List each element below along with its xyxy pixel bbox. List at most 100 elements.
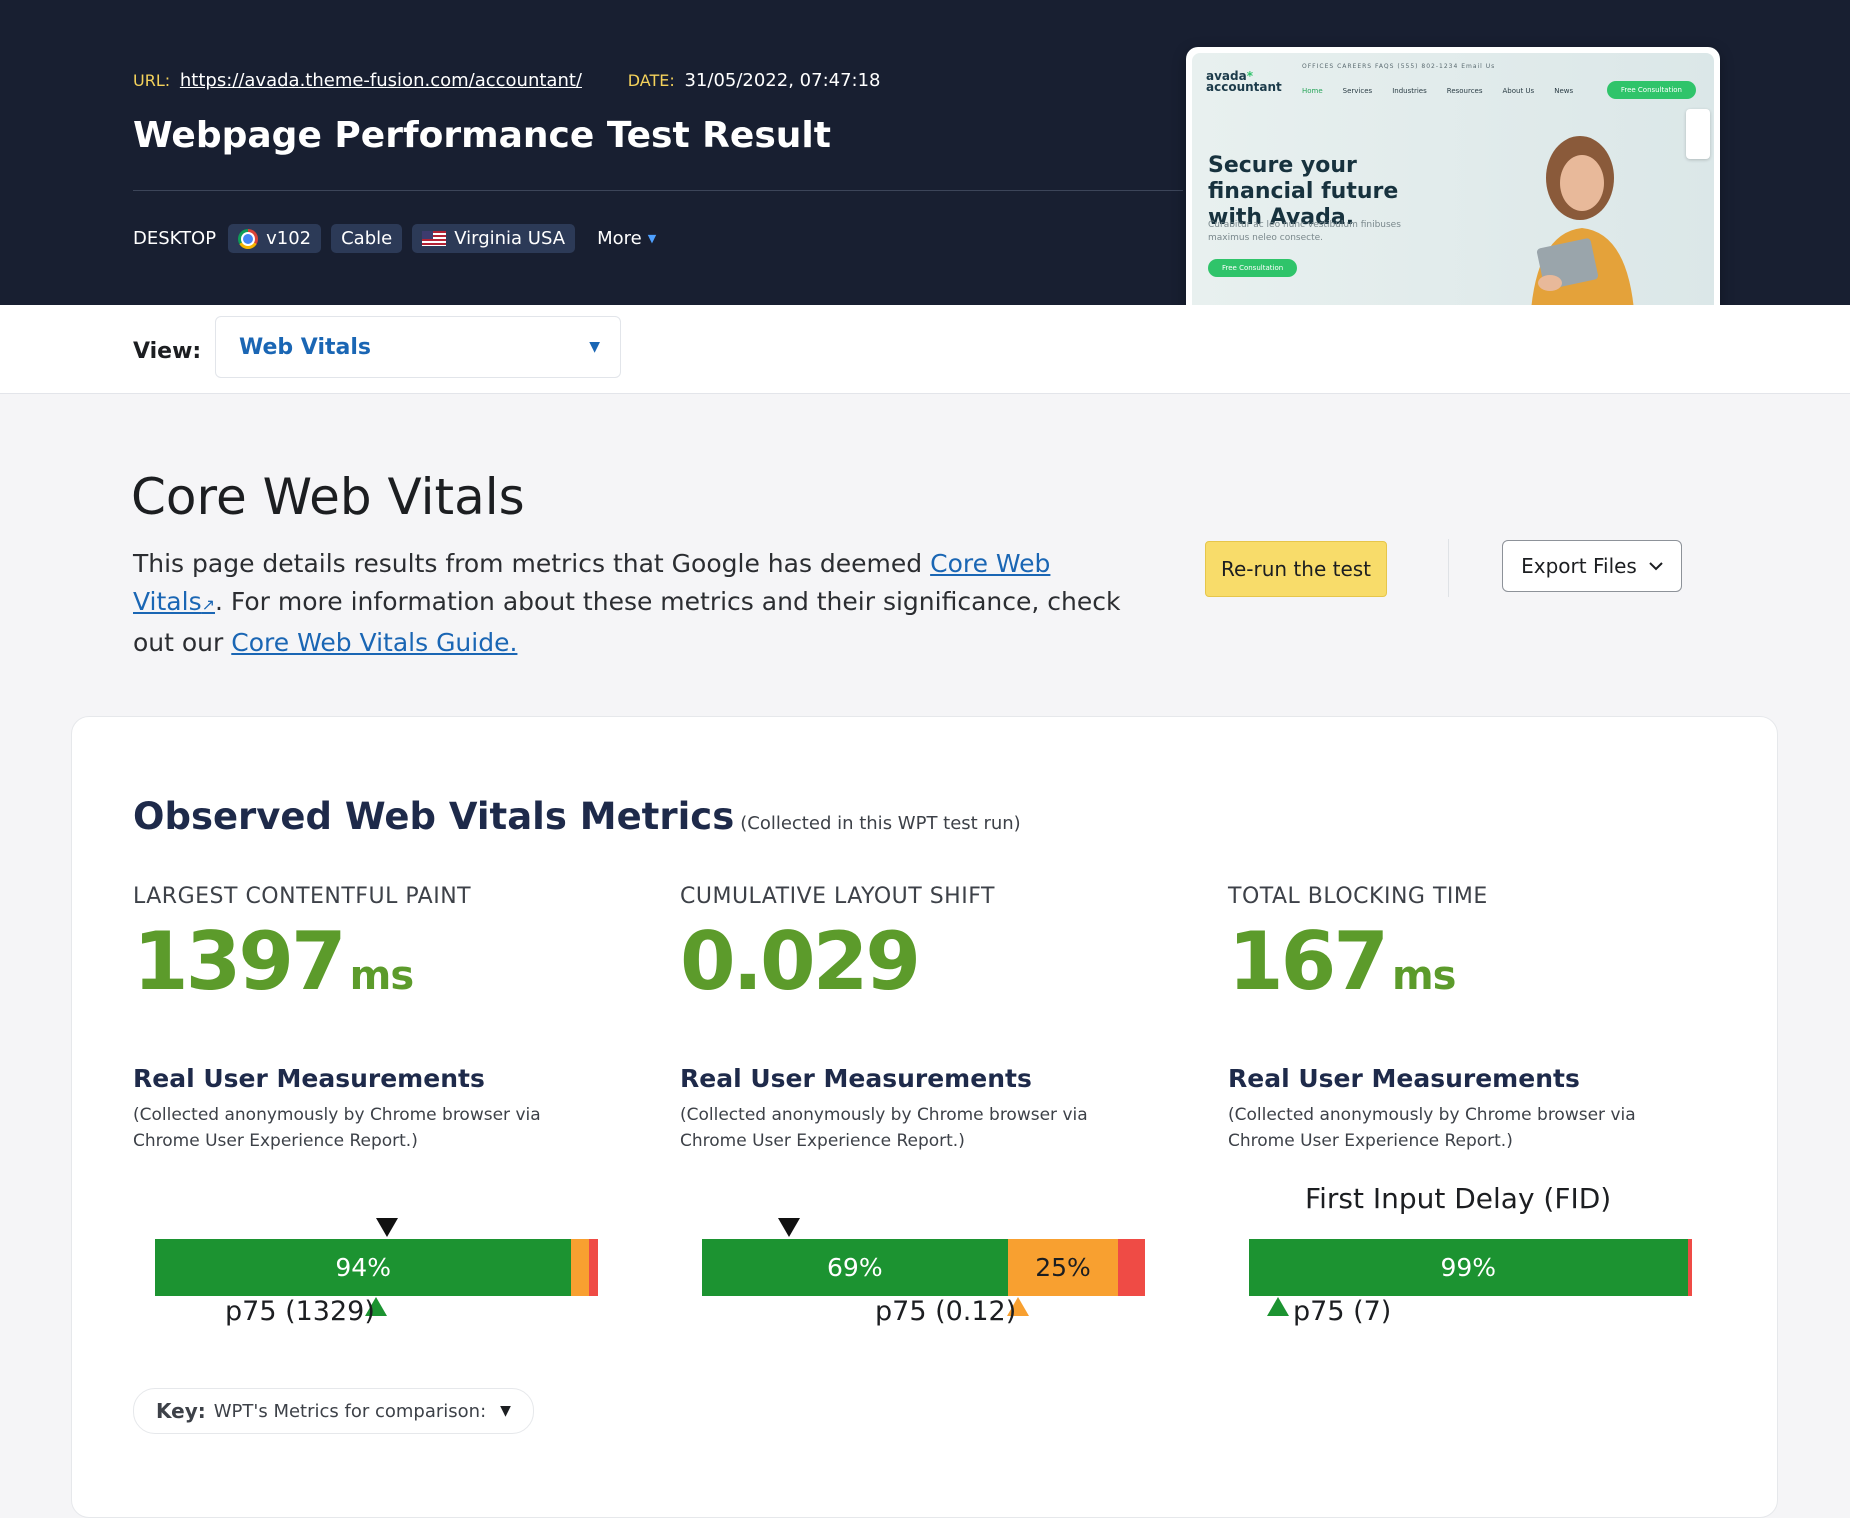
good-segment: 69% — [702, 1239, 1008, 1296]
thumbnail-button: Free Consultation — [1208, 259, 1298, 277]
thumbnail-subtext: Curabitur ac leo nunc vestibulum finibus… — [1208, 220, 1401, 243]
chevron-down-icon — [1649, 561, 1663, 570]
metric-tbt: TOTAL BLOCKING TIME 167 ms — [1228, 884, 1748, 1021]
wpt-metric-marker — [778, 1218, 800, 1237]
intro-text-middle: . For more information about these metri… — [133, 587, 1121, 657]
needs-improvement-segment — [571, 1239, 590, 1296]
test-conditions: DESKTOP v102 Cable Virginia USA More ▼ — [133, 224, 656, 253]
rum-title: Real User Measurements — [1228, 1064, 1580, 1093]
date-label: DATE: — [627, 71, 675, 90]
rum-note: (Collected anonymously by Chrome browser… — [133, 1105, 541, 1151]
page-screenshot-thumbnail[interactable]: avada* accountant OFFICES CAREERS FAQS (… — [1186, 47, 1720, 323]
thumbnail-logo-line1: avada — [1206, 69, 1247, 83]
rum-note: (Collected anonymously by Chrome browser… — [680, 1105, 1088, 1151]
p75-marker — [1267, 1297, 1289, 1316]
key-label: Key: — [156, 1399, 206, 1423]
external-link-icon: ↗ — [201, 595, 215, 614]
location-chip: Virginia USA — [412, 224, 576, 253]
caret-down-icon: ▼ — [647, 232, 657, 245]
metric-value: 0.029 — [680, 917, 1200, 1021]
thumbnail-headline: Secure your financial future with Avada. — [1208, 153, 1399, 230]
export-files-label: Export Files — [1521, 554, 1637, 578]
observed-metrics-title: Observed Web Vitals Metrics (Collected in… — [133, 795, 1021, 838]
p75-label: p75 (1329) — [225, 1296, 375, 1327]
view-select[interactable]: Web Vitals ▼ — [215, 316, 621, 378]
thumbnail-cta: Free Consultation — [1606, 81, 1696, 99]
section-title: Core Web Vitals — [131, 468, 525, 526]
browser-chip: v102 — [228, 224, 322, 253]
section-description: This page details results from metrics t… — [133, 545, 1123, 662]
thumbnail-logo-line2: accountant — [1206, 80, 1282, 94]
thumbnail-nav-item: Services — [1342, 87, 1373, 95]
metric-value: 167 ms — [1228, 917, 1748, 1021]
thumbnail-side-widget — [1686, 109, 1710, 159]
more-label: More — [597, 228, 642, 249]
core-web-vitals-link[interactable]: Core Web Vitals↗ — [133, 549, 1050, 616]
thumbnail-topbar: OFFICES CAREERS FAQS (555) 802-1234 Emai… — [1302, 63, 1496, 70]
thumbnail-content: avada* accountant OFFICES CAREERS FAQS (… — [1192, 53, 1714, 317]
view-bar: View: Web Vitals ▼ — [0, 305, 1850, 394]
thumbnail-nav: Home Services Industries Resources About… — [1302, 87, 1573, 95]
us-flag-icon — [422, 231, 447, 246]
observed-title-text: Observed Web Vitals Metrics — [133, 795, 735, 838]
p75-marker — [365, 1297, 387, 1316]
metric-cls: CUMULATIVE LAYOUT SHIFT 0.029 — [680, 884, 1200, 1021]
thumbnail-nav-item: News — [1554, 87, 1574, 95]
metric-unit: ms — [349, 953, 414, 999]
test-meta: URL: https://avada.theme-fusion.com/acco… — [133, 70, 881, 91]
thumbnail-nav-item: About Us — [1502, 87, 1535, 95]
test-location: Virginia USA — [454, 228, 566, 249]
fid-distribution-bar: 99% — [1249, 1239, 1692, 1296]
intro-text: This page details results from metrics t… — [133, 549, 931, 578]
key-toggle-button[interactable]: Key: WPT's Metrics for comparison: ▼ — [133, 1388, 534, 1434]
more-details-button[interactable]: More ▼ — [597, 228, 656, 249]
thumbnail-nav-item: Home — [1302, 87, 1323, 95]
view-selected-value: Web Vitals — [239, 334, 371, 360]
needs-improvement-segment: 25% — [1007, 1239, 1119, 1296]
observed-metrics-subtitle: (Collected in this WPT test run) — [740, 813, 1021, 834]
poor-segment — [589, 1239, 598, 1296]
thumbnail-nav-item: Industries — [1392, 87, 1427, 95]
poor-segment — [1687, 1239, 1692, 1296]
metric-number: 167 — [1228, 915, 1389, 1008]
connection-type: Cable — [341, 228, 393, 249]
fid-title: First Input Delay (FID) — [1305, 1182, 1612, 1215]
metric-number: 1397 — [133, 915, 347, 1008]
core-web-vitals-link-text: Core Web Vitals — [133, 549, 1051, 616]
caret-down-icon: ▼ — [589, 339, 600, 355]
rum-title: Real User Measurements — [680, 1064, 1032, 1093]
lcp-distribution-bar: 94% — [155, 1239, 598, 1296]
good-segment: 94% — [155, 1239, 572, 1296]
metric-number: 0.029 — [680, 915, 921, 1008]
view-label: View: — [133, 339, 202, 364]
connection-chip: Cable — [331, 224, 403, 253]
browser-version: v102 — [266, 228, 312, 249]
metric-value: 1397 ms — [133, 917, 653, 1021]
test-date: 31/05/2022, 07:47:18 — [684, 70, 881, 91]
wpt-metric-marker — [376, 1218, 398, 1237]
rum-title: Real User Measurements — [133, 1064, 485, 1093]
tested-url-link[interactable]: https://avada.theme-fusion.com/accountan… — [179, 70, 582, 91]
caret-down-icon: ▼ — [500, 1403, 511, 1419]
key-text: WPT's Metrics for comparison: — [213, 1400, 487, 1422]
thumbnail-nav-item: Resources — [1446, 87, 1483, 95]
p75-marker — [1007, 1297, 1029, 1316]
metric-label: LARGEST CONTENTFUL PAINT — [133, 884, 472, 909]
p75-label: p75 (0.12) — [875, 1296, 1017, 1327]
metrics-card — [71, 716, 1778, 1518]
metric-label: CUMULATIVE LAYOUT SHIFT — [680, 884, 995, 909]
url-label: URL: — [133, 71, 171, 90]
cls-distribution-bar: 69% 25% — [702, 1239, 1145, 1296]
metric-lcp: LARGEST CONTENTFUL PAINT 1397 ms — [133, 884, 653, 1021]
thumbnail-logo: avada* accountant — [1206, 69, 1282, 94]
poor-segment — [1118, 1239, 1145, 1296]
metric-label: TOTAL BLOCKING TIME — [1228, 884, 1488, 909]
web-vitals-guide-link[interactable]: Core Web Vitals Guide. — [231, 628, 518, 657]
chrome-icon — [238, 228, 259, 249]
button-divider — [1448, 539, 1449, 597]
export-files-button[interactable]: Export Files — [1502, 540, 1682, 592]
header-divider — [133, 190, 1183, 191]
p75-label: p75 (7) — [1293, 1296, 1392, 1327]
rerun-test-button[interactable]: Re-run the test — [1205, 541, 1387, 597]
metric-unit: ms — [1392, 953, 1456, 999]
